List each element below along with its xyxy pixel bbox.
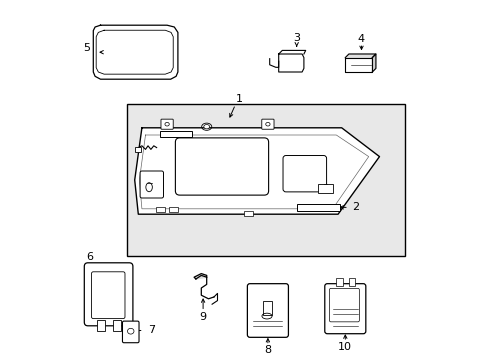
FancyBboxPatch shape — [324, 284, 365, 334]
Bar — [113, 320, 121, 331]
FancyBboxPatch shape — [329, 288, 359, 322]
Polygon shape — [345, 58, 371, 72]
Text: 3: 3 — [293, 33, 300, 43]
Bar — [262, 301, 271, 315]
FancyBboxPatch shape — [84, 263, 133, 326]
Text: 2: 2 — [351, 202, 358, 212]
Bar — [156, 207, 165, 212]
FancyBboxPatch shape — [175, 138, 268, 195]
Text: 8: 8 — [264, 345, 271, 355]
Polygon shape — [345, 54, 375, 58]
Bar — [318, 184, 332, 193]
Polygon shape — [278, 50, 305, 54]
Bar — [127, 104, 404, 256]
Text: 10: 10 — [338, 342, 351, 352]
Ellipse shape — [203, 125, 209, 129]
FancyBboxPatch shape — [161, 119, 173, 129]
Text: 7: 7 — [148, 325, 155, 336]
Text: 4: 4 — [357, 33, 365, 44]
Bar — [168, 207, 178, 212]
FancyBboxPatch shape — [140, 171, 163, 198]
Bar — [336, 278, 342, 286]
FancyBboxPatch shape — [247, 284, 288, 337]
Bar — [296, 204, 339, 211]
FancyBboxPatch shape — [283, 156, 326, 192]
FancyBboxPatch shape — [91, 272, 125, 319]
Text: 9: 9 — [199, 312, 206, 322]
Bar — [160, 131, 192, 137]
Bar — [135, 147, 141, 152]
Text: 5: 5 — [83, 42, 90, 53]
Bar — [348, 278, 355, 286]
Text: 1: 1 — [236, 94, 243, 104]
FancyBboxPatch shape — [261, 119, 273, 129]
Polygon shape — [278, 54, 303, 72]
Text: 6: 6 — [86, 252, 93, 262]
Polygon shape — [371, 54, 375, 72]
Polygon shape — [93, 25, 178, 79]
Polygon shape — [194, 274, 206, 279]
Bar — [244, 211, 253, 216]
Polygon shape — [134, 128, 379, 214]
FancyBboxPatch shape — [122, 321, 139, 343]
Bar — [97, 320, 104, 331]
